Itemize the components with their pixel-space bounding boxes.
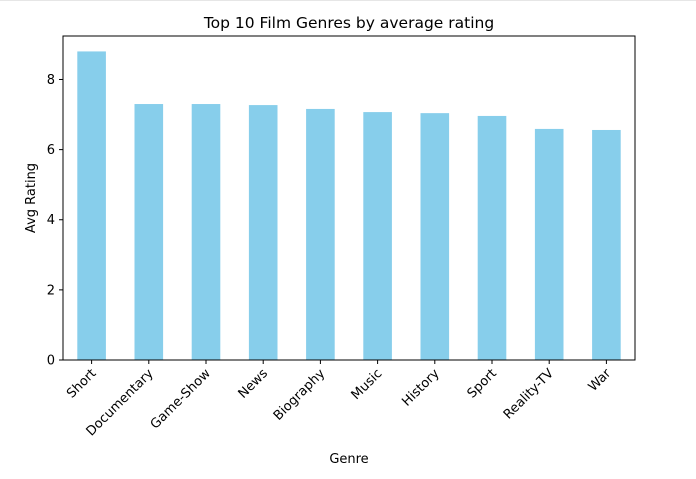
bar-documentary [134, 104, 164, 360]
y-tick-label: 6 [47, 143, 55, 158]
x-tick-label: Reality-TV [501, 366, 557, 422]
x-axis-title: Genre [329, 452, 368, 467]
y-axis-ticks: 0 2 4 6 8 [47, 73, 63, 369]
x-tick-label: Sport [465, 366, 500, 401]
bar-news [248, 105, 278, 360]
y-tick-label: 4 [47, 213, 55, 228]
x-tick-label: War [586, 366, 615, 395]
x-tick-label: News [236, 366, 272, 402]
x-tick-label: Short [64, 366, 99, 401]
bar-sport [477, 115, 507, 360]
bar-music [363, 112, 392, 360]
top-border [0, 0, 696, 1]
x-tick-label: Biography [271, 366, 329, 424]
chart-title: Top 10 Film Genres by average rating [203, 14, 494, 32]
y-tick-label: 8 [47, 73, 55, 88]
y-axis-title: Avg Rating [24, 163, 39, 233]
x-tick-label: Game-Show [148, 366, 214, 432]
bar-reality-tv [534, 128, 564, 360]
bars-group [77, 51, 621, 361]
plot-area-frame [62, 35, 636, 361]
bar-biography [306, 108, 335, 360]
x-tick-label: Music [349, 366, 386, 403]
y-tick-label: 0 [47, 354, 55, 369]
x-tick-label: History [399, 366, 443, 410]
y-tick-label: 2 [47, 283, 55, 298]
bar-history [420, 113, 450, 360]
bar-war [592, 129, 621, 360]
bar-game-show [191, 104, 221, 360]
bar-short [77, 51, 106, 361]
